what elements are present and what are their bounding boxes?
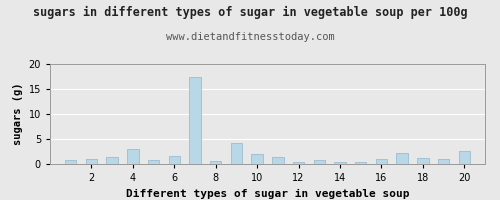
Bar [252,154,263,164]
Bar [417,158,428,164]
Text: www.dietandfitnesstoday.com: www.dietandfitnesstoday.com [166,32,334,42]
Bar [272,157,283,164]
Bar [396,153,408,164]
Bar [314,160,325,164]
Bar [127,149,138,164]
Bar [230,142,242,164]
Bar [210,160,222,164]
Bar [65,160,76,164]
Bar [458,150,470,164]
Bar [334,162,345,164]
Y-axis label: sugars (g): sugars (g) [13,83,23,145]
Bar [106,156,118,164]
Bar [438,158,450,164]
Bar [355,162,366,164]
Bar [293,162,304,164]
Bar [190,76,200,164]
Bar [148,160,160,164]
X-axis label: Different types of sugar in vegetable soup: Different types of sugar in vegetable so… [126,189,409,199]
Bar [86,158,97,164]
Bar [376,159,387,164]
Text: sugars in different types of sugar in vegetable soup per 100g: sugars in different types of sugar in ve… [32,6,468,19]
Bar [168,156,180,164]
